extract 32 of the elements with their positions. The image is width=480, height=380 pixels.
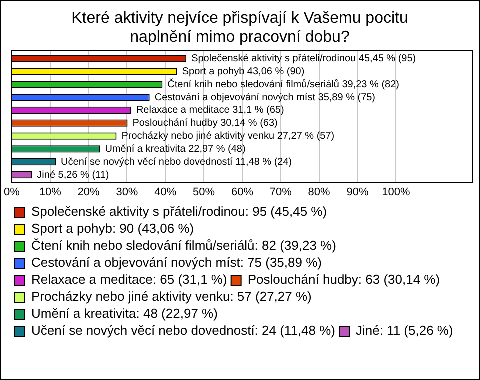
- x-tick-label: 90%: [346, 186, 369, 198]
- data-label: Čtení knih nebo sledování filmů/seriálů 39,23 % (82): [168, 78, 400, 90]
- legend-label: Jiné: 11 (5,26 %): [356, 323, 454, 338]
- data-label: Poslouchání hudby 30,14 % (63): [132, 118, 278, 130]
- x-tick-label: 30%: [116, 186, 138, 198]
- x-tick-label: 60%: [231, 186, 254, 198]
- legend-label: Učení se nových věcí nebo dovedností: 24 (11,48 %): [32, 323, 336, 338]
- data-label: Učení se nových věcí nebo dovedností 11,48 % (24): [61, 156, 292, 168]
- data-label: Jiné 5,26 % (11): [37, 170, 110, 181]
- chart-title: Které aktivity nejvíce přispívají k Vašemu pocitu naplnění mimo pracovní dobu?: [70, 9, 410, 48]
- x-tick-label: 10%: [39, 186, 62, 198]
- data-label: Umění a kreativita 22,97 % (48): [105, 144, 246, 155]
- x-tick-label: 100%: [382, 186, 410, 198]
- data-label: Sport a pohyb 43,06 % (90): [182, 66, 305, 78]
- data-label: Procházky nebo jiné aktivity venku 27,27 % (57): [122, 131, 335, 142]
- x-tick-label: 70%: [270, 186, 292, 198]
- data-label: Společenské aktivity s přáteli/rodinou 45,45 % (95): [192, 54, 416, 65]
- legend-label: Relaxace a meditace: 65 (31,1 %): [32, 272, 228, 288]
- legend-label: Umění a kreativita: 48 (22,97 %): [32, 306, 218, 322]
- x-tick-label: 40%: [154, 186, 177, 198]
- legend-label: Cestování a objevování nových míst: 75 (35,89 %): [32, 255, 322, 270]
- x-tick-label: 50%: [193, 186, 216, 198]
- legend-label: Poslouchání hudby: 63 (30,14 %): [248, 272, 440, 288]
- legend-label: Procházky nebo jiné aktivity venku: 57 (27,27 %): [32, 289, 312, 304]
- data-label: Relaxace a meditace 31,1 % (65): [136, 105, 284, 116]
- data-label: Cestování a objevování nových míst 35,89 % (75): [154, 92, 376, 104]
- legend-label: Společenské aktivity s přáteli/rodinou: 95 (45,45 %): [32, 204, 328, 220]
- x-tick-label: 80%: [308, 186, 331, 198]
- x-tick-label: 0%: [4, 186, 20, 198]
- legend-label: Sport a pohyb: 90 (43,06 %): [32, 221, 194, 236]
- x-tick-label: 20%: [78, 186, 100, 198]
- legend-label: Čtení knih nebo sledování filmů/seriálů: 82 (39,23 %): [32, 238, 336, 254]
